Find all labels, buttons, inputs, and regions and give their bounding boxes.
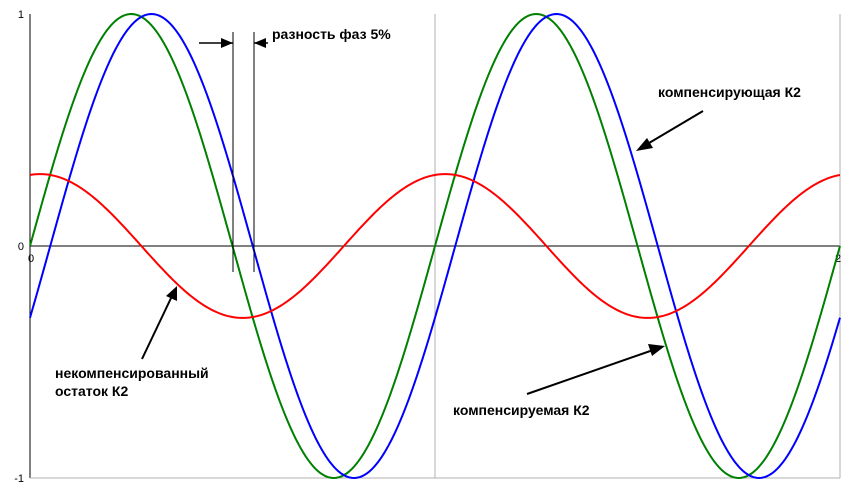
- residual-label-line2: остаток К2: [55, 383, 128, 399]
- series-compensating-line: [29, 12, 841, 480]
- compensated-label: компенсируемая К2: [453, 402, 590, 418]
- series-compensated-line: [29, 12, 841, 480]
- residual-arrow: [141, 295, 173, 360]
- compensating-arrow: [643, 110, 704, 147]
- series-layer: [29, 12, 841, 480]
- y-tick-label-bottom: -1: [14, 473, 24, 485]
- annotations: разность фаз 5% компенсирующая К2 компен…: [55, 26, 801, 418]
- x-tick-label-end: 2: [835, 253, 841, 265]
- compensated-arrowhead: [648, 344, 665, 356]
- phase-arrowhead-left: [221, 38, 233, 48]
- phase-diff-label: разность фаз 5%: [272, 26, 391, 42]
- axes: 1 0 -1 0 2: [14, 9, 841, 485]
- residual-arrowhead: [166, 286, 177, 301]
- x-tick-label-start: 0: [28, 253, 34, 265]
- y-tick-label-top: 1: [18, 9, 24, 21]
- compensating-label: компенсирующая К2: [658, 84, 801, 100]
- compensating-arrowhead: [636, 138, 653, 151]
- compensated-arrow: [526, 348, 657, 395]
- residual-label-line1: некомпенсированный: [55, 365, 209, 381]
- phase-arrowhead-right: [254, 38, 266, 48]
- series-residual-line: [29, 173, 841, 319]
- y-tick-label-zero: 0: [18, 241, 24, 253]
